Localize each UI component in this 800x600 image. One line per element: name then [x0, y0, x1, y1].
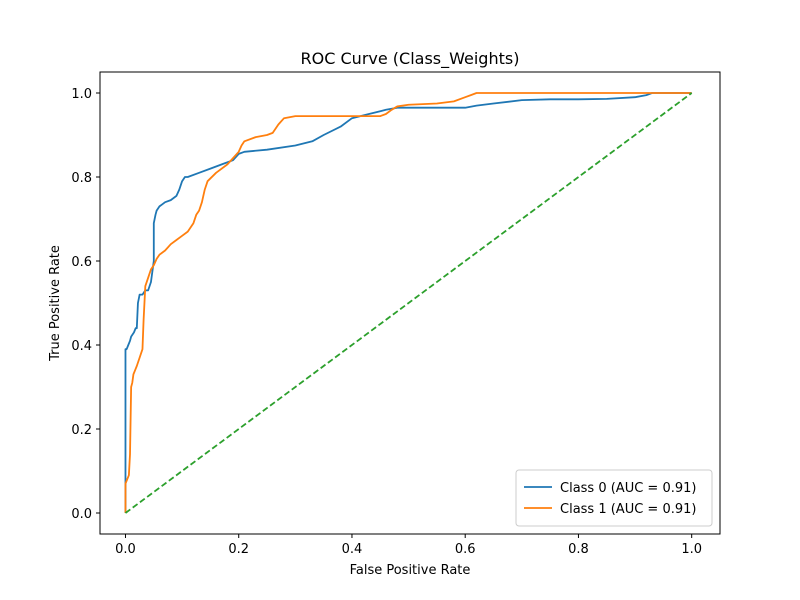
x-tick-label-1: 0.2: [228, 542, 249, 557]
x-tick-label-5: 1.0: [681, 542, 702, 557]
series-line-2: [124, 92, 693, 514]
x-tick-label-0: 0.0: [115, 542, 136, 557]
series-line-0: [124, 92, 692, 513]
series-line-1: [124, 92, 692, 513]
legend-box: [515, 469, 713, 527]
y-tick-label-1: 0.2: [71, 423, 92, 438]
y-tick-label-3: 0.6: [71, 255, 92, 270]
x-tick-label-4: 0.8: [568, 542, 589, 557]
x-axis-label: False Positive Rate: [350, 563, 471, 578]
legend-label-1: Class 1 (AUC = 0.91): [560, 502, 696, 517]
legend-label-0: Class 0 (AUC = 0.91): [560, 481, 696, 496]
y-tick-label-4: 0.8: [71, 171, 92, 186]
chart-title: ROC Curve (Class_Weights): [301, 49, 520, 69]
y-tick-label-2: 0.4: [71, 339, 92, 354]
x-tick-label-2: 0.4: [342, 542, 363, 557]
y-tick-label-0: 0.0: [71, 507, 92, 522]
y-axis-label: True Positive Rate: [48, 245, 63, 362]
plot-area: 0.0 0.2 0.4 0.6 0.8 1.0 0.0 0.2 0.4 0.6 0.8 1.0 Clas…: [71, 71, 721, 557]
x-tick-label-3: 0.6: [455, 542, 476, 557]
axes-frame: [99, 71, 721, 535]
y-tick-label-5: 1.0: [71, 87, 92, 102]
